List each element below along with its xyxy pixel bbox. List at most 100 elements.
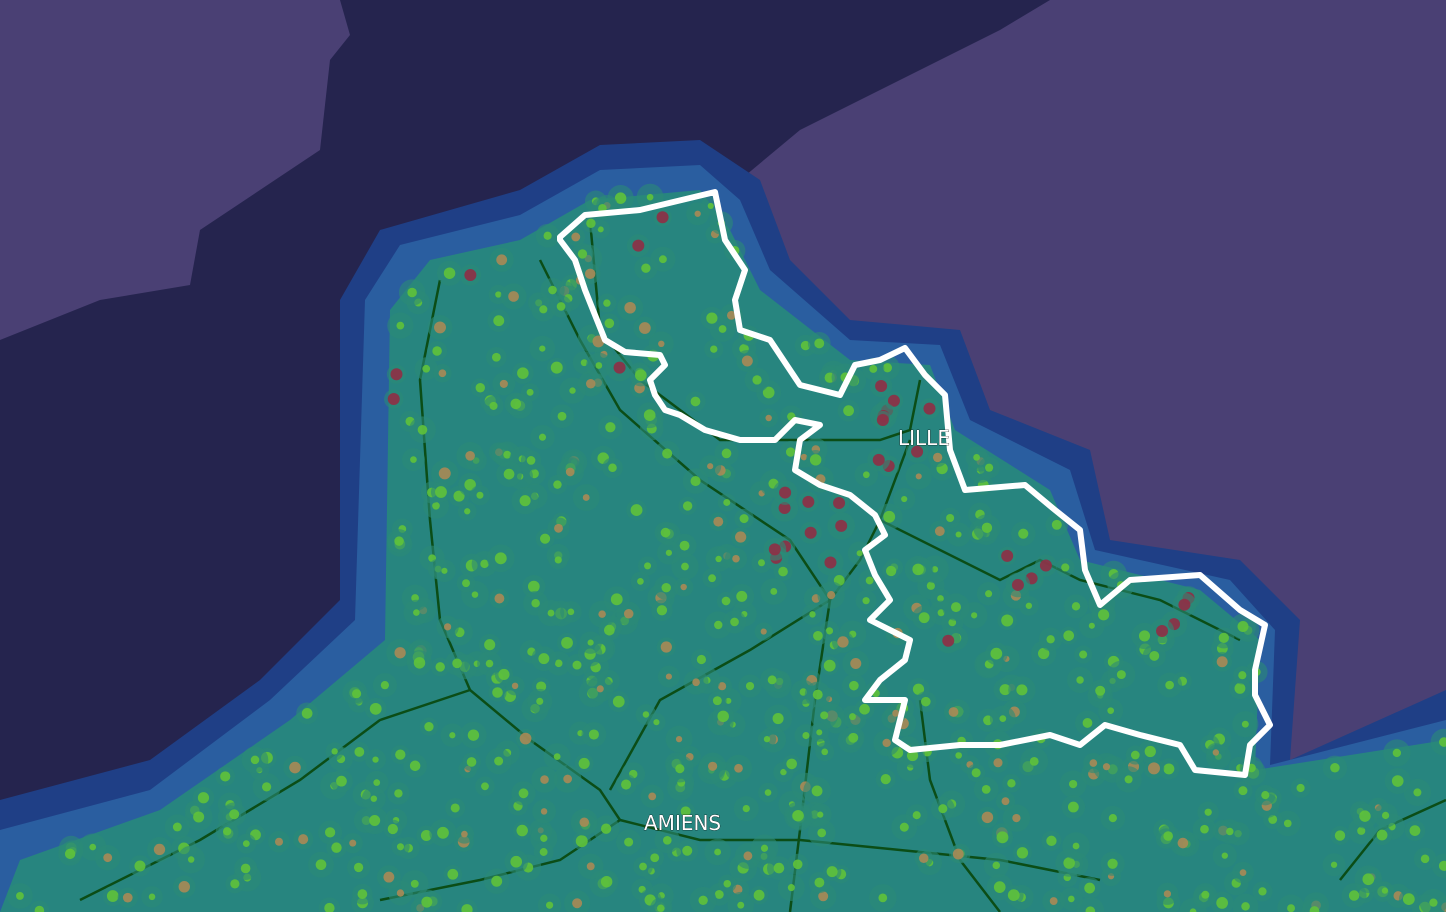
density-point: [540, 834, 548, 842]
density-point: [567, 608, 575, 616]
density-point: [572, 898, 583, 909]
density-point: [681, 562, 689, 571]
density-point: [596, 685, 604, 693]
density-point: [656, 211, 669, 224]
density-point: [742, 804, 750, 813]
density-point: [717, 682, 727, 691]
density-point: [714, 848, 722, 856]
density-point: [1038, 647, 1050, 660]
density-point: [1258, 887, 1267, 896]
density-point: [438, 467, 451, 480]
density-point: [1025, 602, 1033, 609]
density-point: [1016, 847, 1029, 859]
density-point: [1200, 824, 1209, 834]
density-point: [938, 804, 948, 814]
density-point: [274, 837, 284, 846]
density-point: [242, 840, 250, 848]
density-point: [680, 583, 687, 591]
density-point: [331, 748, 338, 755]
density-point: [981, 811, 994, 824]
density-point: [413, 657, 426, 669]
density-point: [387, 823, 398, 835]
density-halo: [1076, 897, 1105, 912]
region-outline[interactable]: [557, 189, 1273, 778]
density-point: [915, 473, 922, 480]
density-point: [324, 902, 335, 912]
density-point: [540, 808, 548, 815]
city-label-lille[interactable]: LILLE: [898, 426, 951, 451]
density-point: [538, 433, 547, 441]
density-point: [753, 889, 765, 901]
density-point: [833, 497, 846, 510]
density-point: [1221, 852, 1228, 859]
density-point: [539, 345, 546, 352]
density-point: [380, 681, 390, 690]
density-point: [352, 689, 362, 699]
density-point: [726, 310, 736, 320]
density-point: [787, 884, 795, 892]
density-point: [835, 519, 848, 532]
density-point: [595, 362, 603, 369]
density-point: [64, 848, 76, 860]
density-point: [714, 620, 723, 630]
density-point: [1177, 837, 1189, 849]
density-point: [1076, 676, 1084, 684]
density-point: [624, 301, 636, 314]
density-point: [911, 445, 924, 458]
density-point: [545, 901, 554, 909]
density-point: [516, 824, 528, 837]
density-point: [823, 659, 836, 672]
density-point: [467, 729, 480, 741]
density-point: [464, 479, 476, 491]
density-point: [892, 709, 900, 717]
density-point: [734, 763, 743, 773]
density-point: [1381, 887, 1389, 894]
density-point: [435, 486, 447, 498]
density-point: [494, 756, 504, 766]
density-point: [553, 480, 562, 489]
population-density-points: [7, 183, 1446, 912]
density-point: [725, 697, 732, 704]
density-point: [723, 498, 731, 506]
density-point: [1051, 519, 1062, 530]
density-point: [178, 881, 191, 893]
density-point: [690, 396, 701, 407]
density-point: [315, 859, 327, 871]
density-point: [639, 862, 647, 871]
density-point: [708, 574, 716, 583]
density-point: [1163, 831, 1173, 841]
density-point: [447, 868, 459, 880]
city-label-amiens[interactable]: AMIENS: [644, 811, 722, 836]
density-point: [638, 322, 651, 334]
density-point: [736, 590, 748, 602]
density-point: [1088, 622, 1095, 629]
density-point: [1241, 902, 1250, 911]
density-point: [492, 687, 503, 698]
density-point: [565, 467, 575, 477]
density-point: [1163, 890, 1172, 898]
density-point: [420, 830, 432, 841]
density-point: [417, 424, 428, 435]
density-point: [1039, 559, 1052, 572]
density-point: [324, 827, 336, 838]
density-point: [1201, 890, 1210, 899]
density-point: [1071, 602, 1081, 611]
density-point: [496, 254, 508, 266]
density-point: [373, 779, 381, 786]
density-point: [1072, 842, 1080, 850]
density-point: [804, 526, 817, 539]
density-point: [250, 755, 260, 765]
density-point: [1063, 857, 1075, 869]
density-point: [485, 659, 494, 668]
density-point: [1107, 707, 1115, 714]
density-point: [1107, 858, 1118, 869]
density-point: [659, 255, 667, 264]
density-point: [809, 454, 822, 466]
density-point: [1237, 621, 1249, 633]
density-point: [950, 602, 962, 613]
density-point: [1413, 788, 1422, 797]
density-point: [413, 609, 420, 616]
density-point: [637, 578, 644, 585]
